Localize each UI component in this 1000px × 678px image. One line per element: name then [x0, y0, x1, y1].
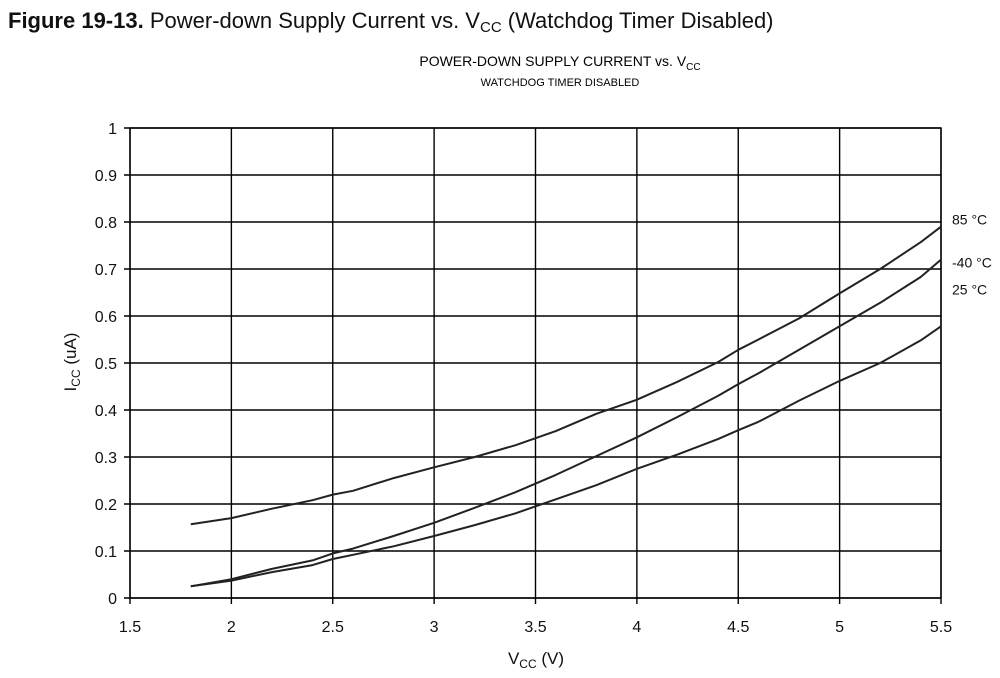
y-tick-label: 0.3 [95, 450, 117, 467]
series-line [190, 225, 942, 526]
series-label: -40 °C [952, 255, 992, 271]
x-tick-label: 2.5 [322, 619, 344, 636]
x-axis-label: VCC (V) [508, 649, 564, 671]
x-tick-label: 1.5 [119, 619, 141, 636]
y-tick-label: 0 [108, 591, 117, 608]
y-tick-label: 0.8 [95, 215, 117, 232]
y-axis-label: ICC (uA) [61, 333, 83, 392]
series-labels: 85 °C -40 °C 25 °C [952, 212, 992, 298]
series-label: 85 °C [952, 212, 987, 228]
y-tick-label: 1 [108, 121, 117, 138]
y-tick-label: 0.4 [95, 403, 117, 420]
series-label: 25 °C [952, 281, 987, 297]
figure-caption-subscript: CC [479, 19, 502, 36]
x-tick-label: 5 [835, 619, 844, 636]
y-tick-label: 0.1 [95, 544, 117, 561]
x-tick-label: 4.5 [727, 619, 749, 636]
series-lines [190, 225, 942, 588]
y-tick-label: 0.2 [95, 497, 117, 514]
chart-subtitle: WATCHDOG TIMER DISABLED [481, 77, 640, 89]
chart-title: POWER-DOWN SUPPLY CURRENT vs. VCC [419, 53, 700, 73]
x-tick-label: 3 [430, 619, 439, 636]
x-tick-label: 3.5 [524, 619, 546, 636]
plot-frame [129, 127, 942, 599]
y-tick-label: 0.5 [95, 356, 117, 373]
figure-label: Figure 19-13. [8, 8, 144, 33]
figure-caption: Figure 19-13. Power-down Supply Current … [8, 8, 774, 36]
y-tick-label: 0.6 [95, 309, 117, 326]
y-tick-label: 0.9 [95, 168, 117, 185]
y-tick-label: 0.7 [95, 262, 117, 279]
figure-caption-main: Power-down Supply Current vs. V [149, 8, 480, 33]
series-line [190, 325, 942, 588]
series-line [190, 258, 942, 588]
x-tick-label: 5.5 [930, 619, 952, 636]
tick-labels: 1.5 2 2.5 3 3.5 4 4.5 5 5.5 0 0.1 0.2 0.3 0.4 0.5 0.6 0.… [95, 121, 952, 636]
gridlines [124, 127, 942, 604]
x-tick-label: 4 [632, 619, 641, 636]
x-tick-label: 2 [227, 619, 236, 636]
figure-caption-end: (Watchdog Timer Disabled) [507, 8, 774, 33]
